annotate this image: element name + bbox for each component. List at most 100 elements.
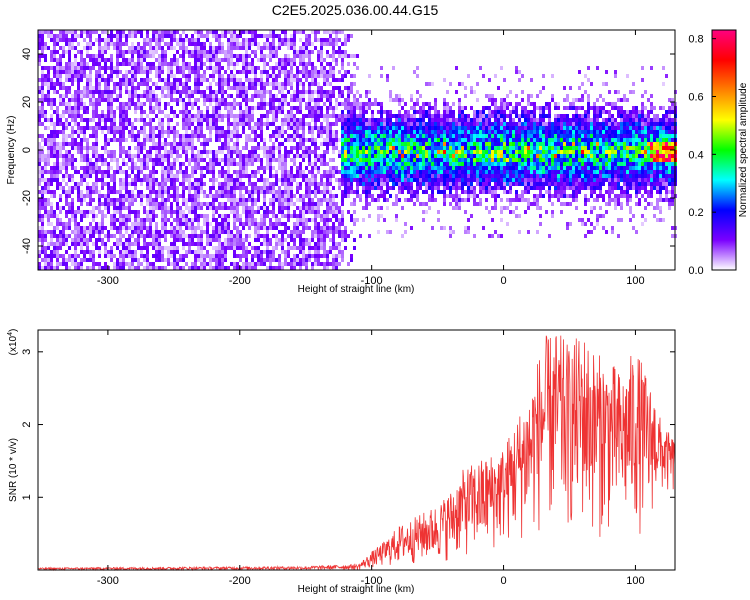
spectrogram-cell	[329, 138, 332, 142]
spectrogram-cell	[176, 226, 179, 230]
spectrogram-cell	[59, 62, 62, 66]
spectrogram-cell	[107, 266, 110, 270]
spectrogram-cell	[68, 70, 71, 74]
spectrogram-cell	[161, 202, 164, 206]
spectrogram-cell	[197, 118, 200, 122]
spectrogram-cell	[146, 166, 149, 170]
spectrogram-cell	[92, 214, 95, 218]
spectrogram-cell	[65, 170, 68, 174]
spectrogram-cell	[368, 174, 371, 178]
spectrogram-cell	[119, 82, 122, 86]
spectrogram-cell	[407, 178, 410, 182]
spectrogram-cell	[257, 158, 260, 162]
spectrogram-cell	[137, 42, 140, 46]
spectrogram-cell	[134, 118, 137, 122]
spectrogram-cell	[365, 110, 368, 114]
spectrogram-cell	[410, 94, 413, 98]
spectrogram-cell	[155, 114, 158, 118]
spectrogram-cell	[227, 126, 230, 130]
spectrogram-cell	[257, 154, 260, 158]
spectrogram-cell	[263, 234, 266, 238]
spectrogram-cell	[113, 138, 116, 142]
spectrogram-cell	[83, 166, 86, 170]
spectrogram-cell	[263, 150, 266, 154]
spectrogram-cell	[338, 254, 341, 258]
spectrogram-cell	[53, 194, 56, 198]
spectrogram-cell	[62, 38, 65, 42]
spectrogram-cell	[269, 30, 272, 34]
spectrogram-cell	[212, 226, 215, 230]
spectrogram-cell	[218, 250, 221, 254]
spectrogram-cell	[71, 42, 74, 46]
spectrogram-cell	[101, 238, 104, 242]
spectrogram-cell	[191, 102, 194, 106]
spectrogram-cell	[77, 122, 80, 126]
spectrogram-cell	[275, 78, 278, 82]
spectrogram-cell	[278, 194, 281, 198]
spectrogram-cell	[362, 134, 365, 138]
spectrogram-cell	[296, 234, 299, 238]
spectrogram-cell	[365, 202, 368, 206]
spectrogram-cell	[356, 166, 359, 170]
spectrogram-cell	[104, 158, 107, 162]
spectrogram-cell	[341, 66, 344, 70]
spectrogram-cell	[326, 258, 329, 262]
spectrogram-cell	[191, 106, 194, 110]
spectrogram-cell	[344, 170, 347, 174]
spectrogram-cell	[80, 126, 83, 130]
spectrogram-cell	[218, 90, 221, 94]
spectrogram-cell	[320, 130, 323, 134]
spectrogram-cell	[155, 150, 158, 154]
spectrogram-cell	[230, 246, 233, 250]
spectrogram-cell	[230, 230, 233, 234]
spectrogram-cell	[89, 266, 92, 270]
spectrogram-cell	[41, 90, 44, 94]
spectrogram-cell	[308, 190, 311, 194]
spectrogram-cell	[44, 230, 47, 234]
spectrogram-cell	[53, 134, 56, 138]
spectrogram-cell	[158, 34, 161, 38]
spectrogram-cell	[296, 66, 299, 70]
spectrogram-cell	[197, 86, 200, 90]
spectrogram-cell	[71, 166, 74, 170]
spectrogram-cell	[299, 54, 302, 58]
spectrogram-cell	[269, 158, 272, 162]
spectrogram-cell	[119, 110, 122, 114]
spectrogram-cell	[50, 262, 53, 266]
spectrogram-cell	[308, 246, 311, 250]
spectrogram-cell	[236, 42, 239, 46]
spectrogram-cell	[335, 178, 338, 182]
spectrogram-cell	[140, 70, 143, 74]
spectrogram-cell	[236, 54, 239, 58]
spectrogram-cell	[377, 178, 380, 182]
spectrogram-cell	[275, 54, 278, 58]
spectrogram-cell	[368, 214, 371, 218]
spectrogram-cell	[62, 66, 65, 70]
spectrogram-cell	[374, 134, 377, 138]
spectrogram-cell	[365, 198, 368, 202]
spectrogram-cell	[371, 118, 374, 122]
spectrogram-cell	[218, 234, 221, 238]
spectrogram-cell	[179, 94, 182, 98]
spectrogram-cell	[341, 78, 344, 82]
spectrogram-cell	[197, 154, 200, 158]
spectrogram-cell	[278, 142, 281, 146]
spectrogram-cell	[41, 70, 44, 74]
spectrogram-cell	[356, 150, 359, 154]
spectrogram-cell	[296, 126, 299, 130]
spectrogram-cell	[317, 222, 320, 226]
spectrogram-cell	[74, 54, 77, 58]
spectrogram-cell	[89, 54, 92, 58]
spectrogram-cell	[353, 218, 356, 222]
spectrogram-cell	[395, 114, 398, 118]
spectrogram-cell	[224, 162, 227, 166]
spectrogram-cell	[314, 82, 317, 86]
spectrogram-cell	[212, 194, 215, 198]
spectrogram-cell	[281, 190, 284, 194]
spectrogram-cell	[317, 186, 320, 190]
spectrogram-cell	[41, 34, 44, 38]
spectrogram-cell	[326, 38, 329, 42]
spectrogram-cell	[80, 62, 83, 66]
spectrogram-cell	[143, 122, 146, 126]
spectrogram-cell	[176, 134, 179, 138]
